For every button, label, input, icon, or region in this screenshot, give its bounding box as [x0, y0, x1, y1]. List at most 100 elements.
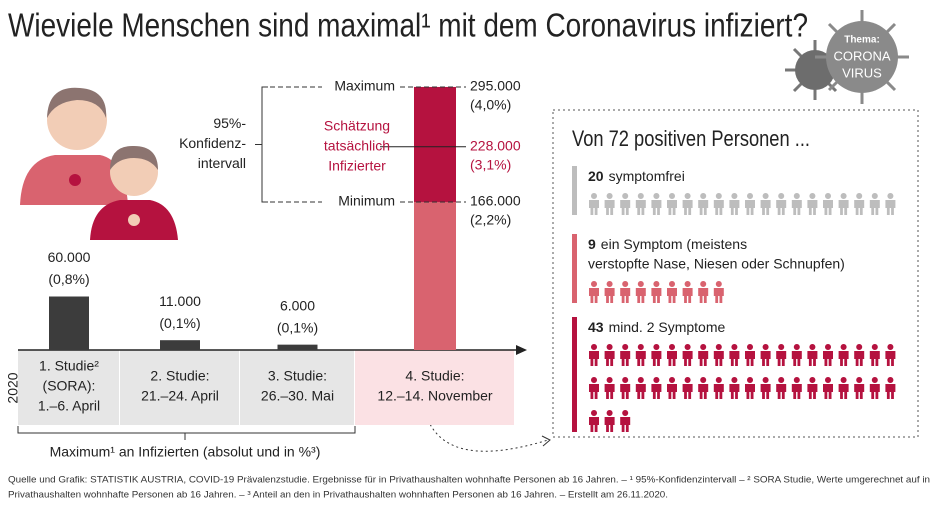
estimate-share-label: (3,1%) — [470, 156, 511, 172]
value-label: 6.000 — [280, 297, 315, 313]
group-strip — [572, 317, 577, 432]
person-icon — [776, 377, 787, 399]
x-tick-label: (SORA): — [43, 378, 96, 394]
connector — [427, 419, 549, 452]
person-icon — [682, 193, 693, 215]
footnote: Privathaushalten wohnhafte Personen ab 1… — [8, 490, 668, 501]
estimate-name: Infizierter — [328, 157, 386, 173]
x-tick-label: 21.–24. April — [141, 388, 219, 404]
group-strip — [572, 166, 577, 215]
badge-text: VIRUS — [842, 65, 882, 80]
person-icon — [869, 193, 880, 215]
person-icon — [776, 193, 787, 215]
person-icon — [885, 344, 896, 366]
person-icons — [589, 193, 896, 215]
person-icon — [589, 281, 599, 303]
person-icon — [604, 281, 615, 303]
person-icon — [635, 193, 646, 215]
axis-label-bracket — [17, 426, 356, 440]
badge-text: CORONA — [833, 48, 890, 63]
category-band — [120, 350, 239, 425]
badge-text: Thema: — [844, 35, 880, 46]
min-name: Minimum — [338, 193, 395, 209]
person-icon — [651, 344, 662, 366]
person-icon — [620, 193, 631, 215]
share-label: (4,0%) — [470, 97, 511, 113]
estimate-label: 228.000 — [470, 137, 521, 153]
group-label: 9 ein Symptom (meistens — [588, 236, 747, 252]
value-label: 11.000 — [159, 293, 201, 309]
max-name: Maximum — [334, 78, 395, 94]
category-band — [355, 350, 514, 425]
person-icon — [791, 193, 802, 215]
person-icon — [698, 193, 709, 215]
estimate-name: tatsächlich — [324, 137, 390, 153]
person-icon — [667, 344, 677, 366]
people-illustration — [20, 87, 178, 240]
person-icon — [682, 377, 693, 399]
person-icon — [620, 410, 631, 432]
person-icon — [635, 377, 646, 399]
person-icon — [604, 410, 615, 432]
share-label: (0,1%) — [159, 315, 200, 331]
person-icon — [729, 377, 740, 399]
x-tick-label: 4. Studie: — [405, 368, 464, 384]
person-icon — [760, 193, 771, 215]
person-icon — [729, 193, 740, 215]
person-icon — [869, 344, 880, 366]
person-icon — [698, 344, 709, 366]
person-icon — [885, 377, 896, 399]
title: Wieviele Menschen sind maximal¹ mit dem … — [8, 7, 808, 44]
x-tick-label: 1.–6. April — [38, 398, 100, 414]
person-icon — [791, 344, 802, 366]
person-icon — [651, 193, 662, 215]
person-icon — [760, 344, 771, 366]
person-icon — [807, 193, 818, 215]
footnote: Quelle und Grafik: STATISTIK AUSTRIA, CO… — [8, 475, 930, 486]
group-label: 20 symptomfrei — [588, 168, 685, 184]
person-icon — [589, 344, 599, 366]
bar — [277, 344, 318, 350]
bar — [160, 340, 200, 350]
person-icon — [745, 344, 755, 366]
person-icon — [854, 377, 865, 399]
value-label: 295.000 — [470, 78, 521, 94]
group-count: 20 — [588, 168, 604, 184]
x-tick-label: 3. Studie: — [268, 368, 327, 384]
person-icon — [838, 344, 849, 366]
group-text: symptomfrei — [609, 168, 685, 184]
person-icon — [760, 377, 771, 399]
bar-upper — [414, 86, 456, 202]
estimate-name: Schätzung — [324, 117, 390, 133]
axis-label: Maximum¹ an Infizierten (absolut und in … — [50, 444, 321, 460]
person-icon — [823, 193, 833, 215]
person-icons — [589, 344, 896, 432]
interval-label: 95%- — [213, 115, 246, 131]
pictogram-title: Von 72 positiven Personen ... — [572, 126, 810, 151]
x-tick-label: 1. Studie² — [39, 358, 99, 374]
person-icon — [698, 281, 709, 303]
x-tick-label: 2. Studie: — [150, 368, 209, 384]
person-icon — [869, 377, 880, 399]
person-icon — [838, 377, 849, 399]
category-band — [18, 350, 119, 425]
min-label: 166.000 — [470, 193, 521, 209]
person-icons — [589, 281, 724, 303]
person-icon — [713, 193, 724, 215]
bar-lower — [414, 201, 456, 350]
person-icon — [604, 344, 615, 366]
person-icon — [713, 281, 724, 303]
person-icon — [667, 377, 677, 399]
person-icon — [885, 193, 896, 215]
value-label: 60.000 — [48, 249, 91, 265]
person-icon — [620, 281, 631, 303]
pictogram-frame — [552, 109, 919, 438]
x-tick-label: 12.–14. November — [377, 388, 493, 404]
person-icon — [698, 377, 709, 399]
person-icon — [635, 281, 646, 303]
interval-bracket — [255, 86, 268, 203]
person-icon — [745, 193, 755, 215]
person-icon — [745, 377, 755, 399]
person-icon — [620, 377, 631, 399]
